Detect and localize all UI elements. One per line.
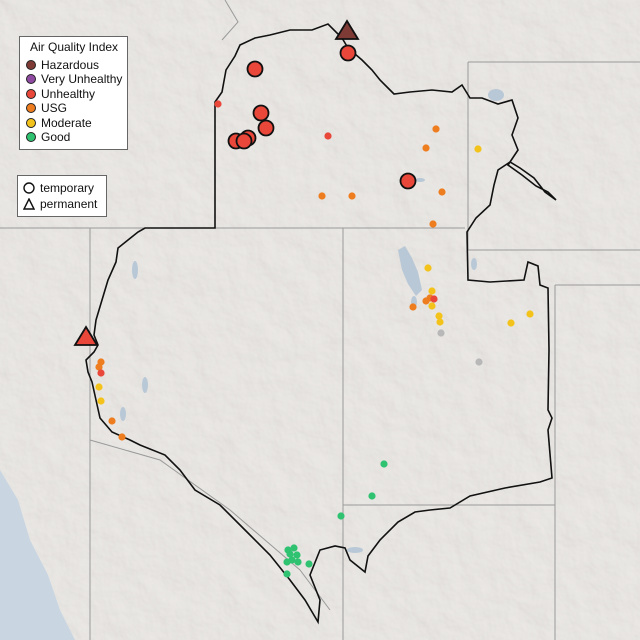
permanent-monitor-hazardous[interactable] [334,19,360,40]
monitor-dot-usg[interactable] [318,192,326,200]
monitor-type-legend: temporary permanent [17,175,107,217]
monitor-dot-moderate[interactable] [428,287,436,295]
very-unhealthy-swatch [26,74,36,84]
monitor-dot-usg[interactable] [422,297,430,305]
monitor-dot-good[interactable] [380,460,388,468]
monitor-dot-unhealthy[interactable] [214,100,222,108]
legend-item-temporary: temporary [23,181,94,195]
yellowstone-lake [488,89,504,101]
goose-lake [132,261,138,279]
great-salt-lake [398,246,422,296]
moderate-swatch [26,118,36,128]
legend-item-permanent: permanent [23,197,97,211]
monitor-dot-usg[interactable] [118,433,126,441]
usg-swatch [26,103,36,113]
temporary-monitor-unhealthy[interactable] [235,132,253,150]
region-outline [85,23,557,625]
small-monitors [95,100,534,578]
monitor-dot-moderate[interactable] [95,383,103,391]
ocean [0,470,75,640]
monitor-dot-usg[interactable] [348,192,356,200]
monitor-dot-good[interactable] [283,558,291,566]
unhealthy-swatch [26,89,36,99]
triangle-icon [23,198,35,210]
aqi-legend: Air Quality Index Hazardous Very Unhealt… [19,36,128,150]
permanent-monitor-unhealthy[interactable] [73,325,99,346]
legend-item-unhealthy: Unhealthy [26,87,95,101]
legend-item-good: Good [26,130,70,144]
legend-item-hazardous: Hazardous [26,58,99,72]
permanent-monitors [73,19,360,346]
monitor-dot-usg[interactable] [95,363,103,371]
monitor-dot-unhealthy[interactable] [430,295,438,303]
temporary-monitor-unhealthy[interactable] [339,44,357,62]
monitor-dot-unhealthy[interactable] [324,132,332,140]
monitor-dot-good[interactable] [286,550,294,558]
monitor-dot-moderate[interactable] [97,397,105,405]
monitor-dot-good[interactable] [290,544,298,552]
monitor-dot-good[interactable] [283,570,291,578]
monitor-dot-good[interactable] [293,551,301,559]
legend-item-moderate: Moderate [26,116,92,130]
monitor-dot-moderate[interactable] [428,302,436,310]
legend-label: Hazardous [41,58,100,72]
monitor-dot-no-data[interactable] [475,358,483,366]
bear-lake [471,258,477,270]
legend-label: Very Unhealthy [41,72,123,86]
hazardous-swatch [26,60,36,70]
monitor-dot-usg[interactable] [438,188,446,196]
monitor-dot-moderate[interactable] [507,319,515,327]
temporary-monitor-unhealthy[interactable] [257,119,275,137]
permanent-label: permanent [40,197,98,211]
good-swatch [26,132,36,142]
monitor-dot-usg[interactable] [422,144,430,152]
legend-item-usg: USG [26,101,67,115]
temporary-monitor-unhealthy[interactable] [246,60,264,78]
legend-title: Air Quality Index [30,40,119,54]
lakes [120,89,504,553]
legend-label: Good [41,130,71,144]
monitor-dot-good[interactable] [294,558,302,566]
temporary-monitor-unhealthy[interactable] [399,172,417,190]
monitor-dot-moderate[interactable] [526,310,534,318]
monitor-dot-usg[interactable] [108,417,116,425]
monitor-dot-unhealthy[interactable] [97,369,105,377]
american-falls-reservoir [415,178,425,182]
legend-label: Unhealthy [41,87,96,101]
pyramid-lake [142,377,148,393]
monitor-dot-moderate[interactable] [474,145,482,153]
monitor-dot-good[interactable] [337,512,345,520]
monitor-dot-moderate[interactable] [436,318,444,326]
monitor-dot-usg[interactable] [432,125,440,133]
monitor-dot-good[interactable] [368,492,376,500]
temporary-monitors [227,44,417,190]
monitor-dot-usg[interactable] [409,303,417,311]
monitor-dot-good[interactable] [305,560,313,568]
circle-icon [23,182,35,194]
legend-item-very-unhealthy: Very Unhealthy [26,72,122,86]
lake-tahoe [120,407,126,421]
monitor-dot-moderate[interactable] [435,312,443,320]
monitor-dot-usg[interactable] [429,220,437,228]
temporary-monitor-unhealthy[interactable] [252,104,270,122]
temporary-label: temporary [40,181,95,195]
legend-label: Moderate [41,116,92,130]
monitor-dot-moderate[interactable] [424,264,432,272]
legend-label: USG [41,101,68,115]
lake-mead [347,547,363,553]
monitor-dot-no-data[interactable] [437,329,445,337]
